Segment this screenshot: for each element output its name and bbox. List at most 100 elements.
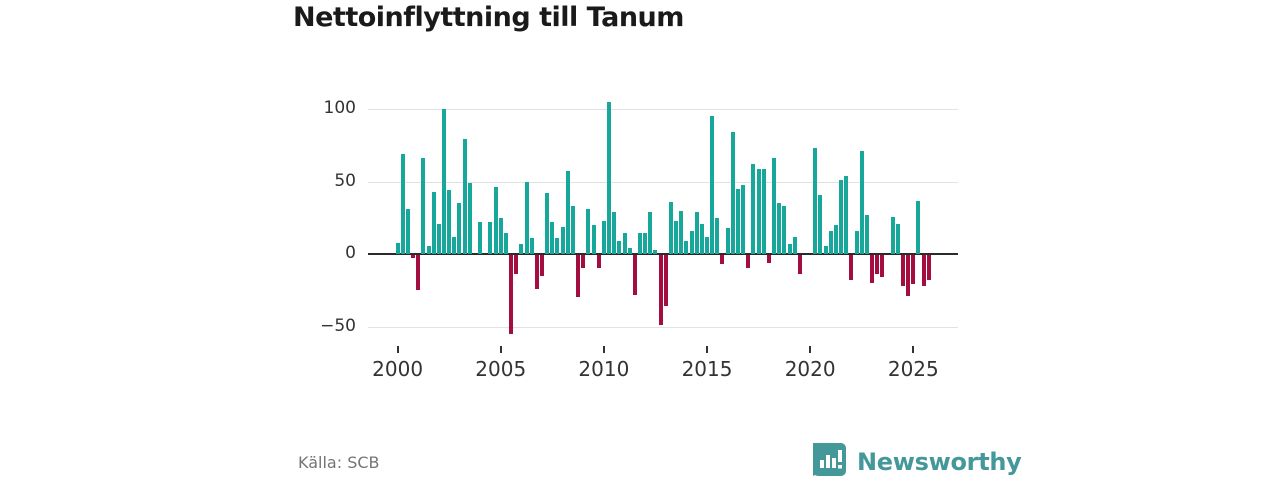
bar-2009-Q4 [596, 255, 601, 269]
x-axis-tick-label: 2020 [784, 357, 836, 381]
newsworthy-wordmark: Newsworthy [857, 447, 1022, 476]
x-axis-tick-label: 2015 [681, 357, 733, 381]
bar-2021-Q3 [839, 180, 844, 255]
y-axis-tick-label: 0 [345, 243, 356, 264]
x-axis-tick-label: 2005 [475, 357, 527, 381]
bar-2014-Q3 [694, 212, 699, 255]
bar-2020-Q3 [818, 194, 823, 255]
bar-2000-Q3 [405, 209, 410, 255]
bar-2005-Q2 [503, 232, 508, 255]
y-axis-tick-label: −50 [320, 315, 356, 336]
bar-2009-Q3 [591, 225, 596, 255]
y-axis-tick-label: 50 [334, 170, 356, 191]
bar-2013-Q4 [679, 210, 684, 255]
y-axis-tick-label: 100 [323, 97, 356, 118]
bar-2000-Q2 [400, 154, 405, 255]
bar-2003-Q2 [462, 139, 467, 255]
bar-2014-Q4 [699, 223, 704, 255]
bar-2006-Q2 [524, 181, 529, 255]
x-axis-tick-mark [912, 346, 915, 353]
bar-2019-Q2 [792, 236, 797, 255]
bar-2013-Q3 [674, 220, 679, 255]
gridline [368, 326, 958, 328]
bar-2015-Q4 [720, 255, 725, 265]
bar-2004-Q3 [488, 222, 493, 255]
bar-2022-Q1 [849, 255, 854, 280]
bar-2024-Q3 [900, 255, 905, 286]
bar-2024-Q4 [906, 255, 911, 296]
bar-2025-Q2 [916, 200, 921, 255]
bar-2002-Q2 [442, 108, 446, 255]
bar-2008-Q4 [576, 255, 581, 298]
x-axis-tick-mark [602, 346, 605, 353]
bar-2007-Q2 [545, 193, 550, 255]
bar-2025-Q4 [926, 255, 931, 280]
bar-2016-Q3 [735, 188, 740, 255]
x-axis-tick-label: 2025 [887, 357, 939, 381]
bar-2021-Q4 [844, 175, 849, 255]
bar-2012-Q4 [658, 255, 663, 326]
gridline [368, 181, 958, 183]
bar-2023-Q3 [880, 255, 885, 278]
chart-title: Nettoinflyttning till Tanum [293, 2, 684, 33]
bar-2011-Q4 [637, 232, 642, 255]
bar-2013-Q2 [668, 201, 673, 255]
bar-2025-Q1 [911, 255, 916, 285]
bar-2005-Q3 [509, 255, 514, 334]
bar-2001-Q4 [431, 191, 436, 255]
bar-2003-Q3 [467, 183, 472, 255]
source-note: Källa: SCB [298, 453, 380, 472]
bar-2018-Q1 [766, 255, 771, 263]
bar-2005-Q1 [498, 217, 503, 255]
bar-2002-Q3 [447, 190, 452, 255]
bar-2002-Q4 [452, 236, 457, 255]
x-axis-tick-mark [396, 346, 399, 353]
bar-2013-Q1 [663, 255, 668, 307]
bar-2020-Q4 [823, 245, 828, 255]
bar-2005-Q4 [514, 255, 519, 275]
bar-2015-Q2 [710, 116, 715, 255]
bar-2002-Q1 [436, 223, 441, 255]
bar-2011-Q3 [632, 255, 637, 295]
bar-2001-Q3 [426, 245, 431, 255]
bar-2008-Q2 [565, 171, 570, 255]
bar-2001-Q1 [416, 255, 421, 291]
bar-2025-Q3 [921, 255, 926, 286]
bar-2011-Q2 [627, 248, 632, 255]
bar-2016-Q4 [741, 184, 746, 255]
bar-2022-Q4 [864, 215, 869, 255]
x-axis-tick-mark [499, 346, 502, 353]
bar-2008-Q3 [570, 206, 575, 255]
bar-2018-Q3 [777, 203, 782, 255]
bar-2011-Q1 [622, 232, 627, 255]
bar-2012-Q3 [653, 249, 658, 255]
bar-2003-Q1 [457, 203, 462, 255]
bar-2008-Q1 [560, 226, 565, 255]
bar-2006-Q1 [519, 244, 524, 255]
gridline [368, 108, 958, 110]
bar-2017-Q4 [761, 168, 766, 255]
bar-2018-Q2 [772, 158, 777, 255]
bar-2020-Q2 [813, 148, 818, 255]
bar-2017-Q1 [746, 255, 751, 269]
bar-2000-Q1 [395, 242, 400, 255]
bar-2024-Q2 [895, 223, 900, 255]
bar-2021-Q2 [833, 225, 838, 255]
newsworthy-logo: Newsworthy [812, 442, 1022, 480]
bar-2016-Q1 [725, 228, 730, 255]
bar-2017-Q3 [756, 168, 761, 255]
bar-2010-Q3 [612, 212, 617, 255]
x-axis-tick-label: 2000 [372, 357, 424, 381]
bar-2007-Q1 [539, 255, 544, 276]
bar-2018-Q4 [782, 206, 787, 255]
bar-2017-Q2 [751, 164, 756, 255]
x-axis-tick-mark [809, 346, 812, 353]
bar-2019-Q3 [797, 255, 802, 275]
bar-2009-Q1 [581, 255, 586, 269]
bar-chart-speech-bubble-icon [812, 442, 847, 480]
bar-2024-Q1 [890, 216, 895, 255]
bar-2000-Q4 [411, 255, 416, 259]
bar-2015-Q1 [705, 236, 710, 255]
bar-2015-Q3 [715, 217, 720, 255]
